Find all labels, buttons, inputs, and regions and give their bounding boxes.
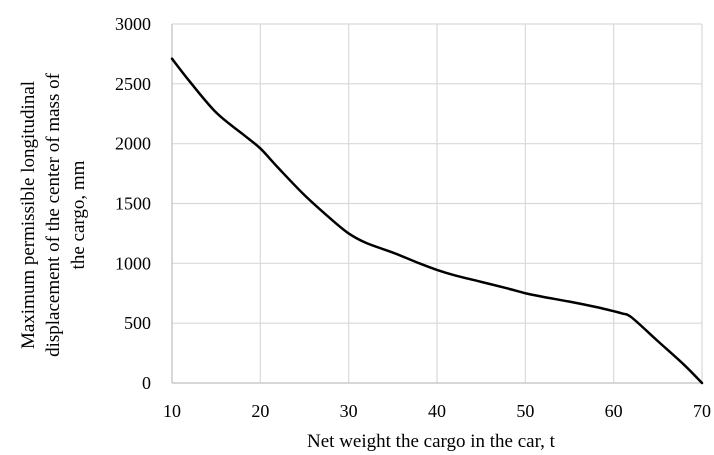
x-tick-label: 20 [251,401,269,421]
y-axis-label-line-3: the cargo, mm [68,160,89,269]
axes [171,24,702,384]
y-tick-label: 3000 [115,14,151,34]
x-tick-label: 10 [163,401,181,421]
grid [172,23,703,383]
y-axis-label-line-2: displacement of the center of mass of [43,72,64,357]
x-tick-label: 30 [340,401,358,421]
x-tick-label: 40 [428,401,446,421]
y-axis-label-line-1: Maximum permissible longitudinal [18,81,39,349]
x-tick-labels: 10 20 30 40 50 60 70 [163,401,711,421]
series [170,57,704,385]
y-tick-label: 1000 [115,253,151,273]
y-tick-label: 1500 [115,194,151,214]
y-tick-label: 500 [124,313,151,333]
x-tick-label: 70 [693,401,711,421]
y-tick-label: 0 [142,373,151,393]
x-axis-label: Net weight the cargo in the car, t [307,431,556,452]
y-axis-label: Maximum permissible longitudinal displac… [18,72,89,357]
series-line [170,57,704,385]
y-tick-label: 2000 [115,134,151,154]
y-tick-labels: 0 500 1000 1500 2000 2500 3000 [115,14,151,393]
x-tick-label: 60 [605,401,623,421]
y-tick-label: 2500 [115,74,151,94]
x-tick-label: 50 [516,401,534,421]
